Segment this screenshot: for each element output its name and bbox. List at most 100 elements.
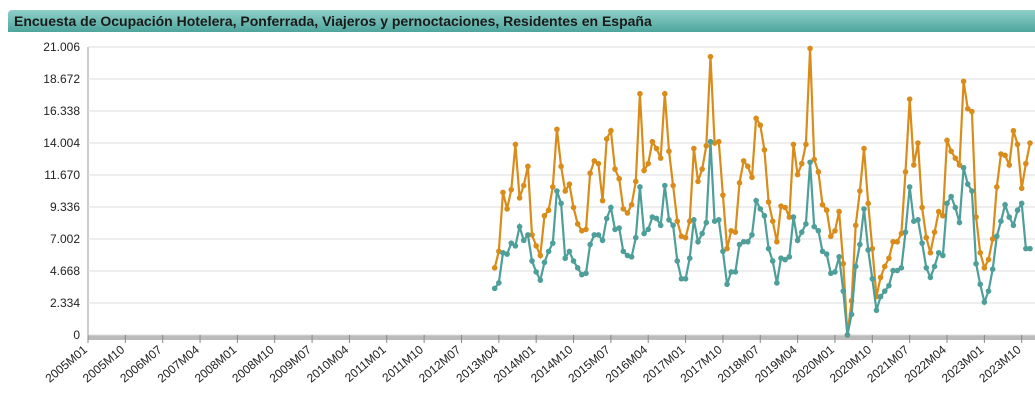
- data-point: [1023, 160, 1029, 167]
- data-point: [641, 230, 647, 237]
- data-point: [1010, 222, 1017, 229]
- data-point: [525, 163, 531, 170]
- data-point: [919, 204, 925, 211]
- data-point: [844, 332, 851, 338]
- data-point: [512, 243, 519, 249]
- data-point: [985, 256, 992, 263]
- data-point: [674, 218, 681, 225]
- data-point: [803, 221, 809, 227]
- data-point: [645, 226, 652, 233]
- data-point: [944, 200, 950, 207]
- data-point: [608, 204, 614, 211]
- data-point: [935, 249, 942, 256]
- data-point: [931, 263, 938, 270]
- data-point: [977, 281, 984, 288]
- data-point: [516, 195, 523, 201]
- data-point: [682, 234, 689, 241]
- data-point: [541, 259, 548, 266]
- data-point: [981, 299, 988, 305]
- data-point: [736, 180, 743, 186]
- data-point: [774, 280, 780, 286]
- data-point: [549, 184, 556, 190]
- data-point: [632, 234, 639, 241]
- data-point: [1018, 200, 1025, 207]
- data-point: [736, 241, 743, 248]
- data-point: [699, 166, 705, 172]
- data-point: [786, 214, 793, 220]
- data-point: [969, 188, 975, 194]
- data-point: [960, 164, 967, 171]
- data-point: [769, 218, 776, 225]
- data-point: [686, 255, 693, 262]
- data-point: [927, 274, 934, 281]
- data-point: [720, 248, 726, 255]
- data-point: [703, 142, 710, 149]
- y-tick-label: 2.334: [50, 296, 80, 310]
- data-point: [666, 148, 672, 155]
- data-point: [504, 251, 510, 257]
- data-point: [798, 229, 805, 235]
- data-point: [657, 155, 664, 161]
- data-point: [749, 174, 755, 181]
- data-point: [678, 275, 685, 282]
- data-point: [670, 222, 676, 229]
- data-point: [740, 158, 747, 164]
- x-axis-band: [88, 335, 1035, 340]
- data-point: [948, 148, 954, 155]
- data-point: [956, 162, 963, 168]
- data-point: [691, 145, 697, 152]
- data-point: [562, 188, 569, 194]
- data-point: [811, 223, 818, 230]
- data-point: [599, 197, 606, 204]
- data-point: [632, 178, 639, 185]
- data-point: [923, 234, 930, 241]
- data-point: [836, 208, 842, 215]
- data-point: [699, 230, 705, 237]
- y-tick-label: 9.336: [50, 200, 80, 214]
- data-point: [952, 155, 959, 161]
- data-point: [852, 222, 859, 229]
- data-point: [496, 280, 502, 286]
- data-point: [782, 256, 788, 263]
- data-point: [1006, 214, 1013, 220]
- data-point: [591, 158, 598, 164]
- data-point: [886, 255, 892, 262]
- data-point: [890, 267, 896, 274]
- data-point: [956, 219, 963, 226]
- data-point: [707, 53, 714, 60]
- data-point: [525, 232, 531, 238]
- data-point: [587, 241, 593, 248]
- data-point: [641, 167, 647, 174]
- series-line: [493, 48, 1032, 336]
- data-point: [919, 240, 925, 246]
- data-point: [533, 243, 539, 249]
- data-point: [574, 221, 581, 227]
- data-point: [753, 197, 759, 204]
- data-point: [603, 136, 610, 142]
- data-point: [624, 210, 631, 216]
- data-point: [504, 206, 510, 212]
- data-point: [948, 193, 954, 200]
- data-point: [666, 217, 672, 223]
- data-point: [728, 269, 735, 275]
- data-point: [828, 233, 834, 240]
- data-point: [794, 171, 801, 178]
- data-point: [915, 217, 921, 223]
- data-point: [612, 166, 618, 172]
- data-point: [857, 188, 863, 194]
- data-point: [865, 200, 871, 207]
- data-point: [1027, 140, 1033, 146]
- data-point: [761, 147, 768, 153]
- data-point: [508, 240, 515, 246]
- data-point: [994, 184, 1000, 190]
- data-point: [554, 188, 560, 194]
- series-line: [493, 141, 1030, 336]
- data-point: [977, 249, 984, 256]
- data-point: [570, 204, 577, 211]
- data-point: [740, 238, 747, 245]
- data-point: [620, 248, 627, 255]
- data-point: [616, 175, 622, 182]
- data-point: [940, 252, 946, 259]
- data-point: [832, 228, 838, 234]
